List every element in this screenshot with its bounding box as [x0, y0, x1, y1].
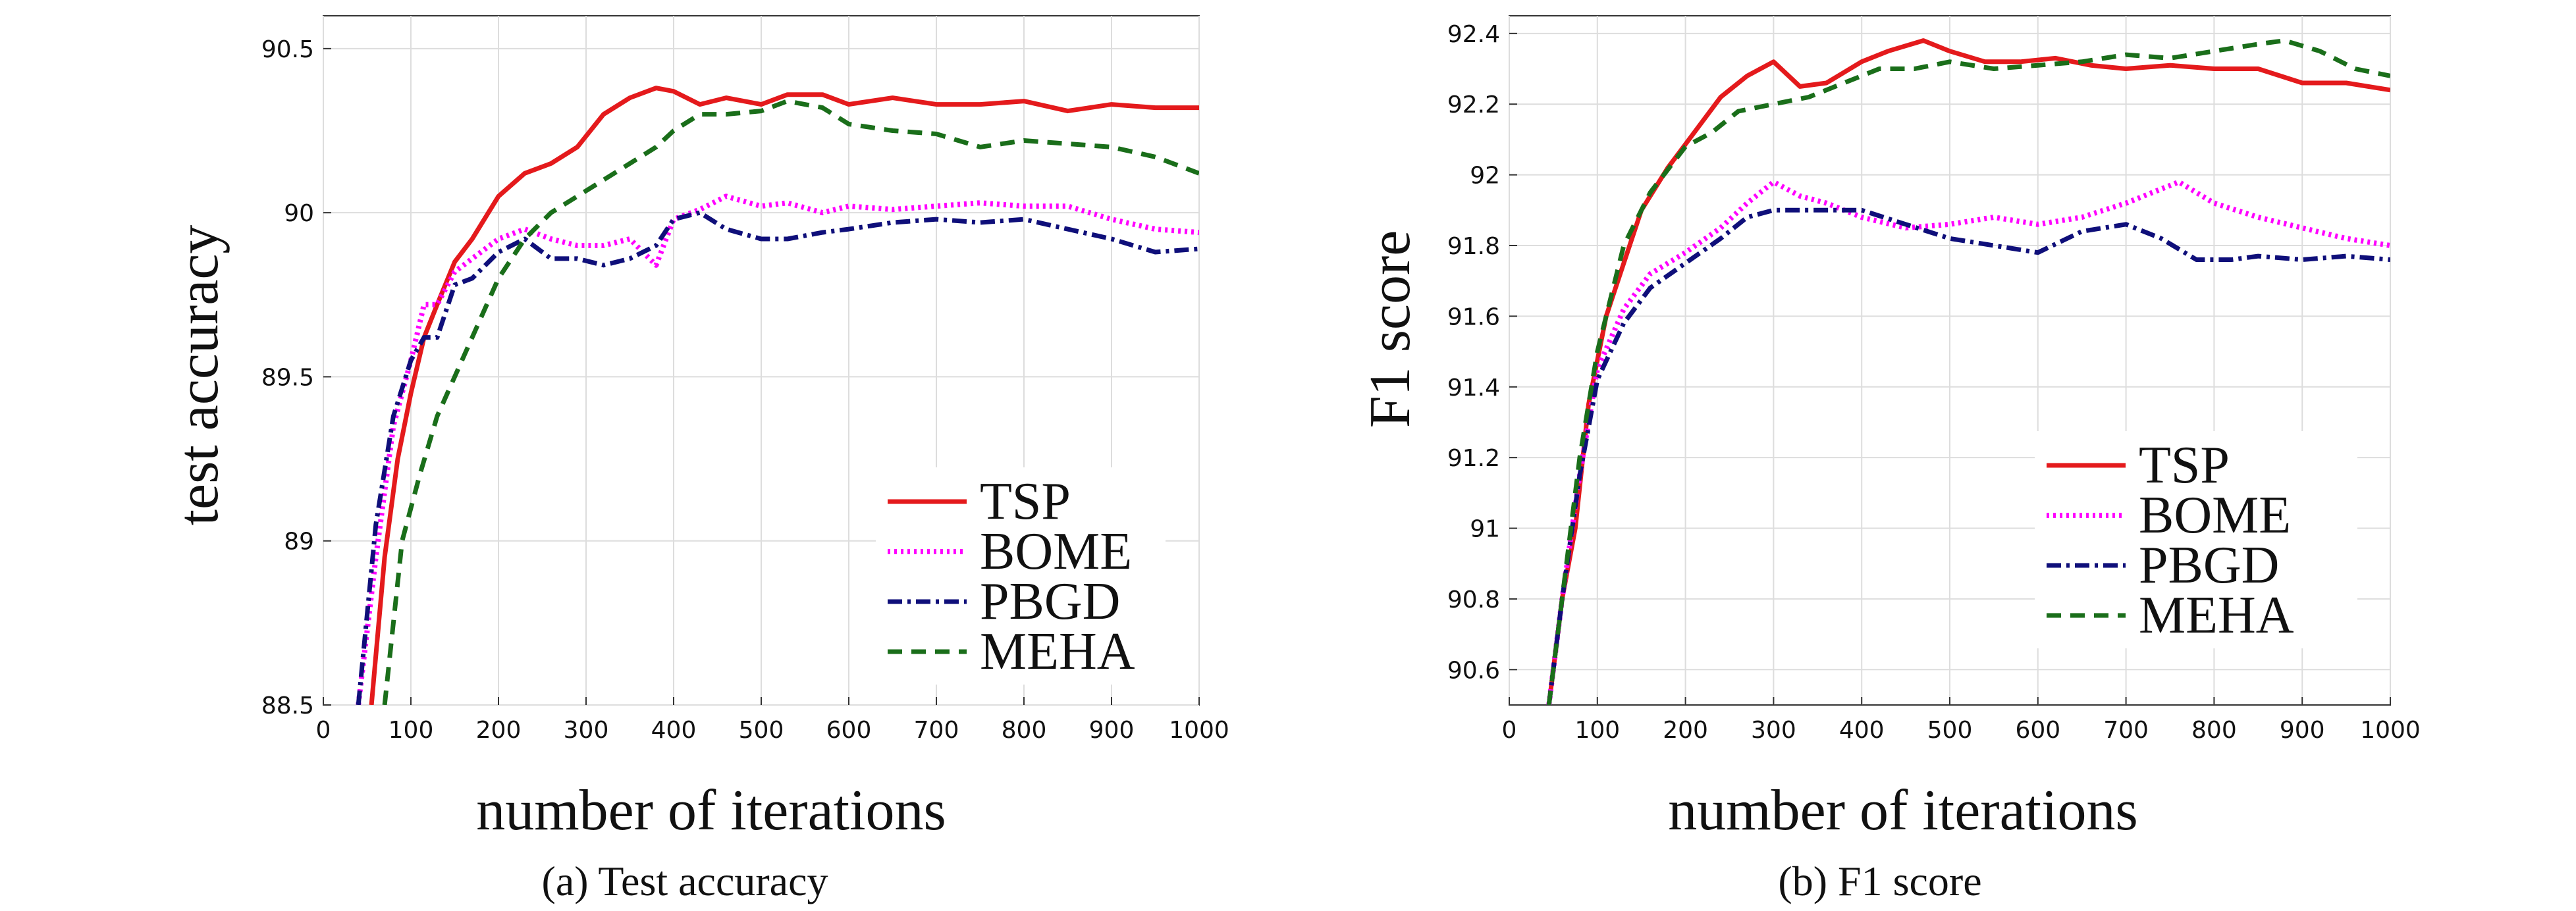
x-tick-label: 0 — [316, 717, 331, 744]
x-tick-label: 100 — [1574, 717, 1620, 744]
legend-label-pbgd: PBGD — [2139, 536, 2279, 594]
series-line-tsp — [369, 86, 1199, 705]
series-line-bome — [1546, 179, 2390, 705]
y-tick-label: 89 — [284, 529, 314, 556]
y-tick-label: 90.5 — [261, 36, 314, 63]
legend-label-tsp: TSP — [2139, 436, 2230, 494]
legend-label-meha: MEHA — [2139, 586, 2294, 644]
y-tick-label: 90.6 — [1447, 657, 1500, 684]
series-line-pbgd — [356, 210, 1199, 705]
series-b — [1546, 38, 2390, 705]
x-tick-label: 100 — [389, 717, 434, 744]
y-tick-label: 91 — [1470, 516, 1500, 543]
series-line-meha — [1546, 38, 2390, 705]
y-axis-title-b: F1 score — [1358, 230, 1422, 429]
legend-label-tsp: TSP — [980, 473, 1071, 531]
x-tick-label: 1000 — [2360, 717, 2421, 744]
grid-a — [323, 16, 1200, 706]
x-tick-label: 900 — [2280, 717, 2325, 744]
x-tick-label: 600 — [826, 717, 872, 744]
x-tick-label: 800 — [1002, 717, 1047, 744]
series-line-meha — [382, 99, 1199, 705]
x-tick-label: 0 — [1502, 717, 1517, 744]
y-tick-label: 89.5 — [261, 364, 314, 391]
series-a — [356, 86, 1199, 705]
x-tick-label: 700 — [914, 717, 959, 744]
legend-label-pbgd: PBGD — [980, 573, 1120, 631]
series-line-pbgd — [1546, 207, 2390, 705]
ticks-a: 0 100 200 300 400 500 600 700 800 900 1000 88.5 89 89… — [261, 36, 1229, 744]
x-tick-label: 400 — [651, 717, 697, 744]
x-tick-label: 900 — [1089, 717, 1135, 744]
x-tick-label: 300 — [564, 717, 609, 744]
ticks-b: 0 100 200 300 400 500 600 700 800 900 1000 90.6 90.8… — [1447, 21, 2421, 744]
caption-b: (b) F1 score — [1778, 858, 1981, 904]
legend-label-bome: BOME — [2139, 486, 2291, 544]
x-tick-label: 200 — [476, 717, 522, 744]
y-tick-label: 90 — [284, 200, 314, 227]
subplot-a: 0 100 200 300 400 500 600 700 800 900 1000 88.5 89 89… — [167, 15, 1229, 904]
y-tick-label: 90.8 — [1447, 586, 1500, 613]
x-tick-label: 1000 — [1169, 717, 1229, 744]
y-tick-label: 92.4 — [1447, 21, 1500, 48]
x-tick-label: 400 — [1839, 717, 1885, 744]
subplot-b: 0 100 200 300 400 500 600 700 800 900 1000 90.6 90.8… — [1358, 15, 2421, 904]
caption-a: (a) Test accuracy — [542, 858, 828, 904]
x-tick-label: 500 — [739, 717, 784, 744]
x-tick-label: 800 — [2191, 717, 2237, 744]
x-tick-label: 600 — [2015, 717, 2060, 744]
legend-label-meha: MEHA — [980, 623, 1135, 681]
y-tick-label: 92 — [1470, 163, 1500, 190]
y-tick-label: 92.2 — [1447, 91, 1500, 118]
y-tick-label: 91.8 — [1447, 233, 1500, 260]
y-axis-title-a: test accuracy — [167, 225, 230, 526]
x-tick-label: 300 — [1751, 717, 1796, 744]
x-tick-label: 700 — [2103, 717, 2149, 744]
y-tick-label: 91.2 — [1447, 445, 1500, 472]
legend-label-bome: BOME — [980, 523, 1132, 581]
x-axis-title-b: number of iterations — [1668, 779, 2138, 843]
y-tick-label: 91.4 — [1447, 375, 1500, 402]
x-tick-label: 200 — [1663, 717, 1708, 744]
y-tick-label: 88.5 — [261, 692, 314, 719]
y-tick-label: 91.6 — [1447, 303, 1500, 330]
x-tick-label: 500 — [1927, 717, 1973, 744]
series-line-tsp — [1546, 38, 2390, 705]
x-axis-title-a: number of iterations — [476, 779, 946, 843]
